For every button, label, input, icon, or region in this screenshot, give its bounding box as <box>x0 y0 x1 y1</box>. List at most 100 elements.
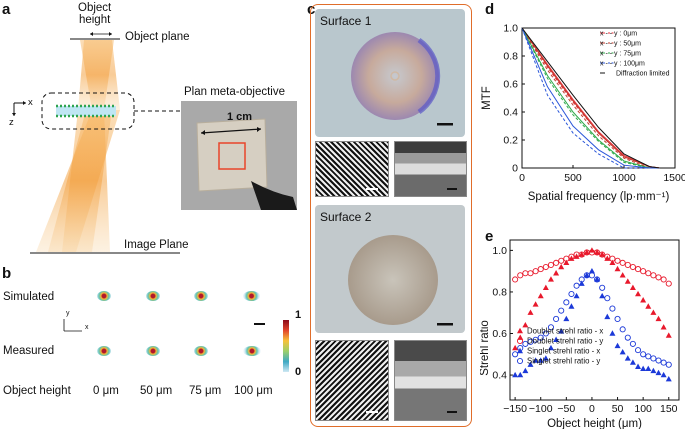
strehl-ytick-label: 1.0 <box>492 245 507 257</box>
psf-simulated-75 <box>194 291 208 301</box>
strehl-point <box>645 365 652 372</box>
b-axis-y: y <box>66 310 70 317</box>
panel-label-d: d <box>485 1 495 18</box>
strehl-point <box>619 326 626 333</box>
strehl-xtick-label: −150 <box>503 403 527 415</box>
mtf-ytick-label: 0.8 <box>503 51 518 63</box>
psf-measured-0 <box>97 346 111 356</box>
strehl-point <box>527 309 534 315</box>
strehl-point <box>619 272 626 278</box>
strehl-point <box>665 361 672 368</box>
surface2-photo: Surface 2 <box>315 205 465 333</box>
strehl-point <box>547 261 555 268</box>
strehl-legend-label: Singlet strehl ratio - x <box>527 347 600 356</box>
strehl-ylabel: Strehl ratio <box>480 320 491 376</box>
strehl-point <box>547 344 554 351</box>
strehl-point <box>634 266 642 273</box>
psf-measured-100 <box>243 346 261 356</box>
mtf-chart: 0 500 1000 1500 0 0.2 0.4 0.6 0.8 1.0 Spatial freq… <box>481 23 685 204</box>
object-height-label: Object height <box>78 2 111 26</box>
strehl-point <box>624 334 631 341</box>
mtf-xtick-label: 1500 <box>663 172 685 184</box>
strehl-point <box>537 334 544 341</box>
strehl-point <box>553 336 560 342</box>
strehl-point <box>629 359 636 365</box>
height-50: 50 μm <box>140 385 173 397</box>
panel-label-e: e <box>485 228 494 245</box>
surface1-sem-top <box>315 141 389 197</box>
mtf-plot-frame <box>521 27 676 169</box>
psf-simulated-50 <box>146 291 160 301</box>
strehl-legend-marker <box>516 337 524 345</box>
mtf-series-line <box>521 27 660 169</box>
strehl-point <box>640 268 647 275</box>
strehl-xtick-label: 150 <box>660 403 678 415</box>
mtf-series-line <box>521 27 660 169</box>
height-100: 100 μm <box>234 385 273 397</box>
strehl-point <box>568 290 575 298</box>
psf-measured-50 <box>146 346 160 356</box>
mtf-series-line <box>521 27 660 169</box>
strehl-point <box>609 330 616 336</box>
mtf-ytick-label: 0 <box>512 163 518 175</box>
b-axis-x: x <box>85 324 89 331</box>
strehl-point <box>614 342 621 349</box>
row-measured-label: Measured <box>3 345 55 357</box>
strehl-point <box>568 303 575 309</box>
surfaces-frame <box>310 4 472 427</box>
surface2-sem-top-scale <box>366 411 378 413</box>
object-height-line2: height <box>78 14 111 26</box>
strehl-point <box>527 338 534 345</box>
strehl-ytick-label: 0.6 <box>492 328 507 340</box>
height-0: 0 μm <box>93 385 119 397</box>
row-simulated-label: Simulated <box>3 291 55 303</box>
strehl-point <box>655 274 662 281</box>
strehl-point <box>650 367 657 374</box>
strehl-point <box>650 272 657 279</box>
strehl-point <box>655 315 662 322</box>
strehl-point <box>665 376 672 382</box>
surface1-sem-top-scale <box>366 188 378 190</box>
mtf-legend-label: x - - y : 0μm <box>600 31 637 38</box>
mtf-ylabel: MTF <box>481 86 493 110</box>
psf-simulated-0 <box>97 291 111 301</box>
strehl-point <box>655 369 662 376</box>
strehl-point <box>594 276 601 282</box>
strehl-point <box>563 299 570 306</box>
strehl-point <box>563 259 570 266</box>
strehl-point <box>640 297 647 303</box>
strehl-point <box>553 270 560 276</box>
strehl-xtick-label: 50 <box>612 403 624 415</box>
mtf-series-line <box>521 27 660 169</box>
strehl-point <box>542 284 549 290</box>
strehl-point <box>594 276 601 283</box>
strehl-point <box>619 259 626 266</box>
strehl-point <box>635 290 642 297</box>
panel-label-b: b <box>2 265 12 282</box>
row-object-height-label: Object height <box>3 385 71 397</box>
mtf-series-line <box>521 27 660 169</box>
strehl-point <box>599 251 606 257</box>
xy-axes-icon <box>63 319 82 332</box>
strehl-point <box>650 355 657 362</box>
strehl-point <box>609 305 616 312</box>
strehl-point <box>522 270 529 277</box>
strehl-point <box>512 371 519 378</box>
axis-z-label: z <box>9 117 14 128</box>
surface2-label: Surface 2 <box>320 210 372 224</box>
object-plane-label: Object plane <box>125 31 190 43</box>
strehl-point <box>634 347 642 354</box>
mtf-series-line <box>521 27 660 169</box>
strehl-point <box>573 253 580 259</box>
image-plane-label: Image Plane <box>124 239 189 251</box>
strehl-point <box>588 272 595 279</box>
strehl-point <box>583 272 590 278</box>
strehl-point <box>573 292 580 299</box>
strehl-point <box>609 255 616 262</box>
strehl-point <box>512 344 519 351</box>
strehl-point <box>558 307 565 314</box>
strehl-xtick-label: 0 <box>589 403 595 415</box>
strehl-point <box>522 321 529 328</box>
strehl-point <box>512 351 519 358</box>
strehl-point <box>655 357 662 364</box>
